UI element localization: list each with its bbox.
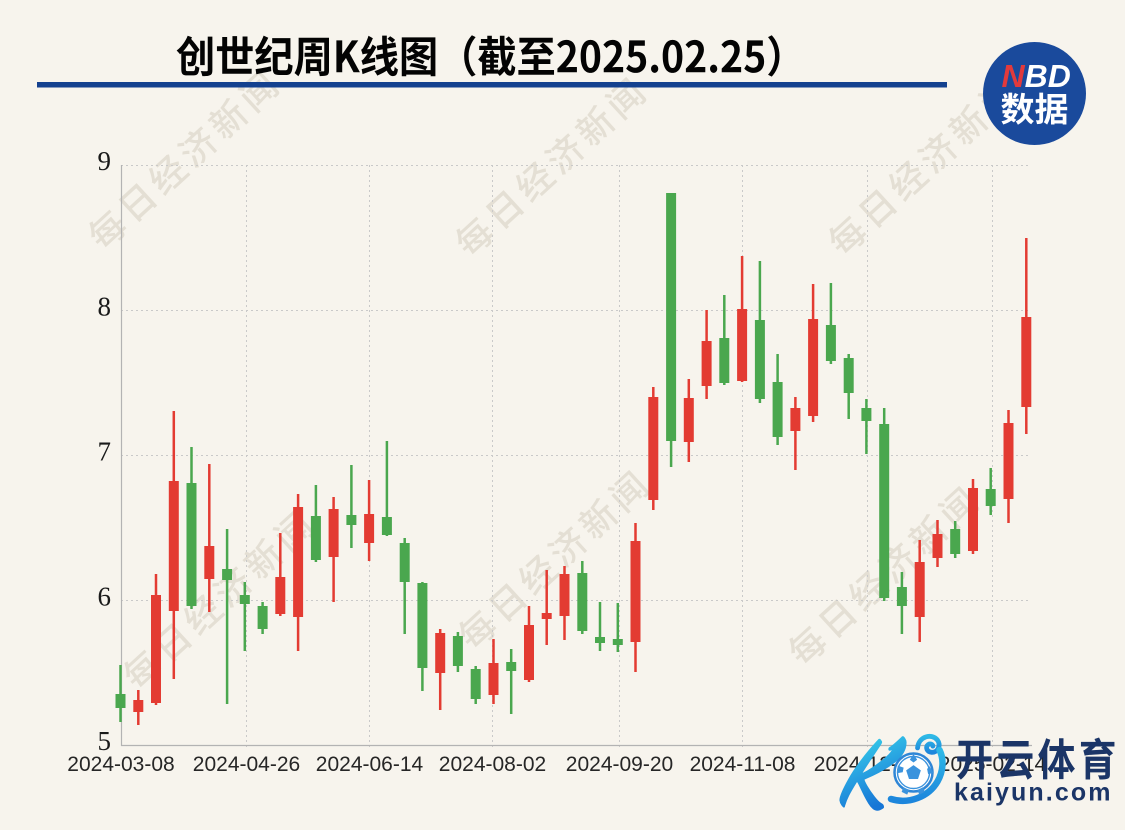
svg-text:8: 8 <box>98 292 112 322</box>
svg-text:7: 7 <box>98 437 112 467</box>
svg-text:2024-11-08: 2024-11-08 <box>690 753 796 776</box>
svg-text:9: 9 <box>98 146 112 176</box>
svg-text:2024-08-02: 2024-08-02 <box>439 753 546 776</box>
svg-text:kaiyun.com: kaiyun.com <box>954 779 1113 807</box>
svg-text:2024-04-26: 2024-04-26 <box>193 753 300 776</box>
svg-text:6: 6 <box>98 582 112 612</box>
svg-text:5: 5 <box>98 726 112 756</box>
svg-text:2024-06-14: 2024-06-14 <box>316 753 424 776</box>
svg-text:2024-03-08: 2024-03-08 <box>67 753 174 776</box>
svg-text:2024-09-20: 2024-09-20 <box>566 753 673 776</box>
